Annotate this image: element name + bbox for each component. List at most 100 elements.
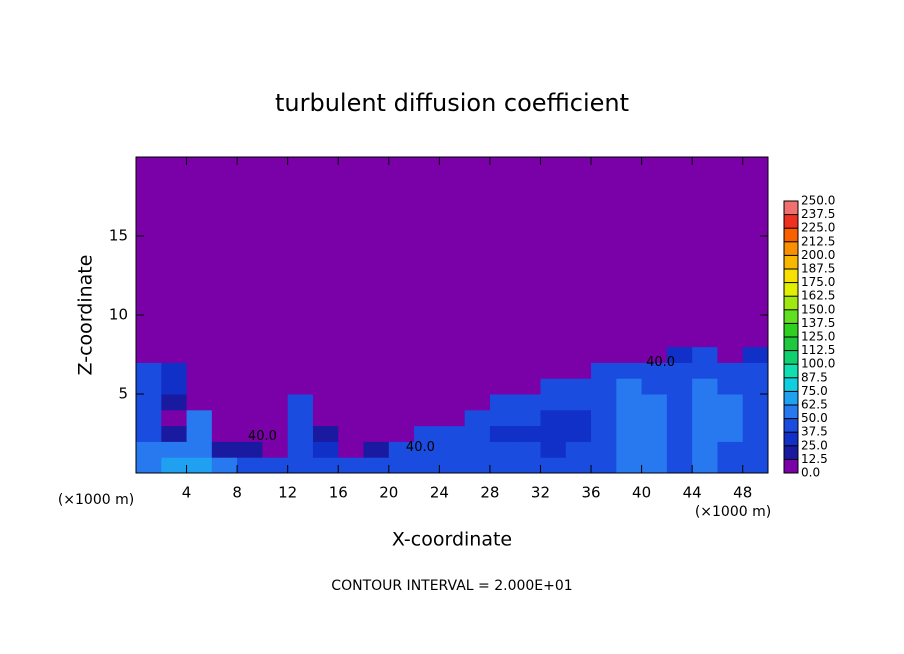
- heatmap-cell: [742, 157, 769, 348]
- heatmap-cell: [616, 425, 643, 442]
- heatmap-cell: [540, 157, 567, 348]
- heatmap-cell: [287, 425, 314, 442]
- heatmap-cell: [161, 441, 188, 458]
- heatmap-cell: [363, 157, 390, 348]
- heatmap-cell: [565, 441, 592, 458]
- colorbar-label: 87.5: [801, 370, 828, 384]
- heatmap-cell: [312, 441, 339, 458]
- colorbar-label: 200.0: [801, 248, 835, 262]
- colorbar-band: [784, 282, 798, 297]
- heatmap-cell: [211, 378, 238, 395]
- heatmap-cell: [515, 346, 541, 363]
- heatmap-cell: [515, 457, 541, 474]
- heatmap-cell: [591, 362, 617, 379]
- heatmap-cell: [161, 378, 188, 395]
- heatmap-cell: [161, 457, 188, 474]
- heatmap-cell: [565, 394, 592, 411]
- heatmap-cell: [338, 378, 365, 395]
- heatmap-cell: [565, 157, 592, 348]
- heatmap-cell: [717, 394, 744, 411]
- colorbar-band: [784, 241, 798, 256]
- colorbar-band: [784, 323, 798, 337]
- heatmap-cell: [186, 394, 213, 411]
- heatmap-cell: [186, 409, 213, 427]
- heatmap-cell: [540, 457, 567, 474]
- heatmap-cell: [616, 457, 643, 474]
- heatmap-cell: [717, 362, 744, 379]
- heatmap-cell: [515, 409, 541, 427]
- x-tick-label: 20: [379, 484, 398, 502]
- colorbar-band: [784, 405, 798, 419]
- heatmap-cell: [742, 441, 769, 458]
- colorbar-label: 100.0: [801, 357, 835, 371]
- heatmap-cell: [717, 409, 744, 427]
- heatmap-cell: [237, 409, 263, 427]
- heatmap-cell: [489, 409, 516, 427]
- y-tick-label: 5: [118, 385, 128, 403]
- heatmap-cell: [338, 394, 365, 411]
- colorbar-label: 225.0: [801, 221, 835, 235]
- heatmap-cell: [666, 362, 693, 379]
- heatmap-cell: [312, 346, 339, 363]
- heatmap-cell: [616, 409, 643, 427]
- colorbar-band: [784, 364, 798, 378]
- heatmap-cell: [312, 394, 339, 411]
- heatmap-cell: [540, 378, 567, 395]
- heatmap-cell: [161, 362, 188, 379]
- chart-title: turbulent diffusion coefficient: [275, 89, 629, 117]
- heatmap-cell: [414, 157, 440, 348]
- heatmap-cell: [312, 425, 339, 442]
- heatmap-cell: [540, 346, 567, 363]
- heatmap-cell: [641, 457, 668, 474]
- heatmap-cell: [515, 394, 541, 411]
- heatmap-cell: [464, 378, 491, 395]
- heatmap-cell: [616, 346, 643, 363]
- heatmap-cell: [565, 409, 592, 427]
- heatmap-cell: [641, 441, 668, 458]
- heatmap-cell: [439, 362, 466, 379]
- heatmap-cell: [489, 346, 516, 363]
- heatmap-cell: [717, 441, 744, 458]
- colorbar-label: 212.5: [801, 234, 835, 248]
- heatmap-cell: [211, 394, 238, 411]
- heatmap-cell: [237, 425, 263, 442]
- heatmap-cell: [414, 457, 440, 474]
- heatmap-cell: [262, 157, 289, 348]
- heatmap-cell: [717, 157, 744, 348]
- heatmap-cell: [641, 362, 668, 379]
- heatmap-cell: [237, 394, 263, 411]
- heatmap-cell: [186, 441, 213, 458]
- heatmap-cell: [515, 378, 541, 395]
- heatmap-cell: [489, 362, 516, 379]
- heatmap-cell: [136, 409, 162, 427]
- heatmap-cell: [717, 378, 744, 395]
- heatmap-cell: [742, 457, 769, 474]
- heatmap-cell: [161, 394, 188, 411]
- heatmap-cell: [616, 157, 643, 348]
- heatmap-cell: [338, 362, 365, 379]
- heatmap-cell: [211, 346, 238, 363]
- heatmap-cell: [742, 362, 769, 379]
- heatmap-cell: [161, 425, 188, 442]
- colorbar-label: 237.5: [801, 207, 835, 221]
- contour-label: 40.0: [406, 440, 435, 455]
- heatmap-cell: [692, 362, 718, 379]
- heatmap-cell: [136, 378, 162, 395]
- colorbar-band: [784, 350, 798, 365]
- contour-label: 40.0: [646, 355, 675, 370]
- colorbar-label: 112.5: [801, 343, 835, 357]
- heatmap-cell: [692, 157, 718, 348]
- heatmap-cell: [161, 157, 188, 348]
- colorbar-band: [784, 255, 798, 269]
- heatmap-cell: [641, 394, 668, 411]
- heatmap-cell: [692, 378, 718, 395]
- colorbar-band: [784, 377, 798, 392]
- heatmap-cell: [515, 425, 541, 442]
- heatmap-cell: [287, 457, 314, 474]
- heatmap-cell: [692, 346, 718, 363]
- heatmap-cell: [211, 409, 238, 427]
- heatmap-cell: [186, 157, 213, 348]
- heatmap-cell: [591, 409, 617, 427]
- heatmap-cell: [641, 425, 668, 442]
